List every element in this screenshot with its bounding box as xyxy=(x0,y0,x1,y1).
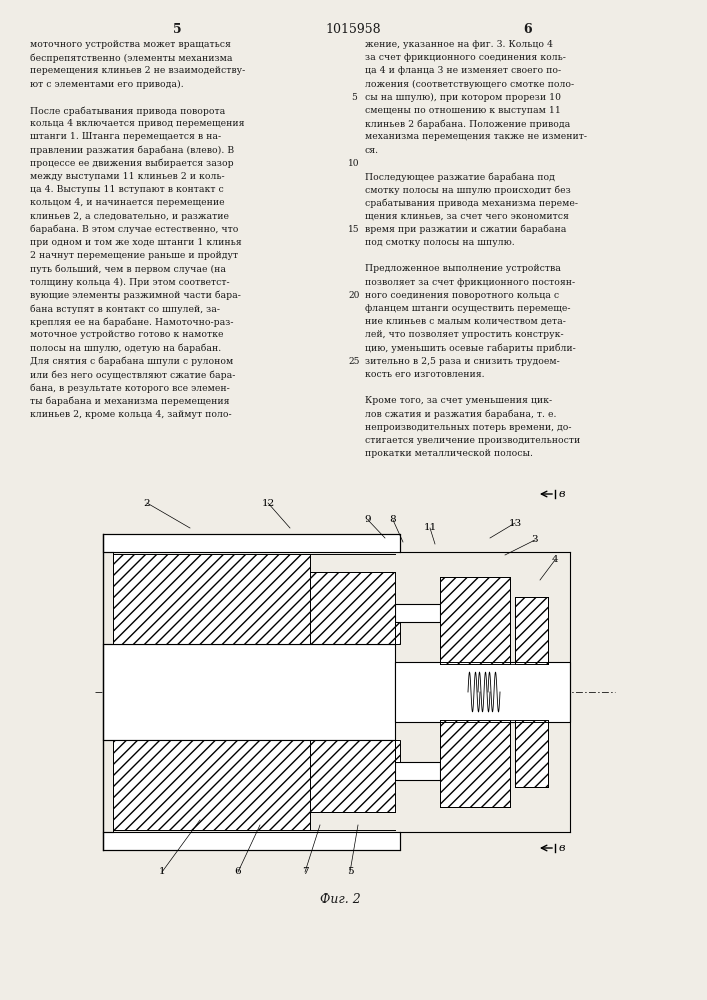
Polygon shape xyxy=(395,740,400,762)
Text: клиньев 2 барабана. Положение привода: клиньев 2 барабана. Положение привода xyxy=(365,119,571,129)
Polygon shape xyxy=(395,662,570,722)
Text: 4: 4 xyxy=(551,556,559,564)
Polygon shape xyxy=(515,597,548,664)
Text: 2: 2 xyxy=(144,498,151,508)
Polygon shape xyxy=(515,720,548,787)
Text: После срабатывания привода поворота: После срабатывания привода поворота xyxy=(30,106,226,115)
Text: правлении разжатия барабана (влево). В: правлении разжатия барабана (влево). В xyxy=(30,146,234,155)
Bar xyxy=(395,604,440,622)
Text: в: в xyxy=(559,489,566,499)
Text: лов сжатия и разжатия барабана, т. е.: лов сжатия и разжатия барабана, т. е. xyxy=(365,410,556,419)
Polygon shape xyxy=(440,720,510,807)
Text: беспрепятственно (элементы механизма: беспрепятственно (элементы механизма xyxy=(30,53,233,63)
Text: прокатки металлической полосы.: прокатки металлической полосы. xyxy=(365,449,533,458)
Text: кость его изготовления.: кость его изготовления. xyxy=(365,370,484,379)
Text: 6: 6 xyxy=(524,23,532,36)
Text: ние клиньев с малым количеством дета-: ние клиньев с малым количеством дета- xyxy=(365,317,566,326)
Text: перемещения клиньев 2 не взаимодейству-: перемещения клиньев 2 не взаимодейству- xyxy=(30,66,245,75)
Text: Последующее разжатие барабана под: Последующее разжатие барабана под xyxy=(365,172,555,182)
Text: барабана. В этом случае естественно, что: барабана. В этом случае естественно, что xyxy=(30,225,238,234)
Text: позволяет за счет фрикционного постоян-: позволяет за счет фрикционного постоян- xyxy=(365,278,575,287)
Text: 1: 1 xyxy=(158,867,165,876)
Text: Кроме того, за счет уменьшения цик-: Кроме того, за счет уменьшения цик- xyxy=(365,396,552,405)
Text: 2 начнут перемещение раньше и пройдут: 2 начнут перемещение раньше и пройдут xyxy=(30,251,238,260)
Text: 9: 9 xyxy=(365,516,371,524)
Text: полосы на шпулю, одетую на барабан.: полосы на шпулю, одетую на барабан. xyxy=(30,344,221,353)
Text: Предложенное выполнение устройства: Предложенное выполнение устройства xyxy=(365,264,561,273)
Text: ся.: ся. xyxy=(365,146,379,155)
Text: процессе ее движения выбирается зазор: процессе ее движения выбирается зазор xyxy=(30,159,233,168)
Text: моточного устройства может вращаться: моточного устройства может вращаться xyxy=(30,40,231,49)
Text: 3: 3 xyxy=(532,536,538,544)
Text: сы на шпулю), при котором прорези 10: сы на шпулю), при котором прорези 10 xyxy=(365,93,561,102)
Text: 6: 6 xyxy=(235,867,241,876)
Polygon shape xyxy=(310,740,395,812)
Text: 5: 5 xyxy=(346,867,354,876)
Text: кольца 4 включается привод перемещения: кольца 4 включается привод перемещения xyxy=(30,119,245,128)
Text: ного соединения поворотного кольца с: ного соединения поворотного кольца с xyxy=(365,291,559,300)
Text: ца 4 и фланца 3 не изменяет своего по-: ца 4 и фланца 3 не изменяет своего по- xyxy=(365,66,561,75)
Text: толщину кольца 4). При этом соответст-: толщину кольца 4). При этом соответст- xyxy=(30,278,230,287)
Text: 25: 25 xyxy=(349,357,360,366)
Polygon shape xyxy=(310,572,395,644)
Text: ложения (соответствующего смотке поло-: ложения (соответствующего смотке поло- xyxy=(365,80,574,89)
Text: ца 4. Выступы 11 вступают в контакт с: ца 4. Выступы 11 вступают в контакт с xyxy=(30,185,223,194)
Text: клиньев 2, кроме кольца 4, займут поло-: клиньев 2, кроме кольца 4, займут поло- xyxy=(30,410,232,419)
Text: 8: 8 xyxy=(390,516,397,524)
Text: срабатывания привода механизма переме-: срабатывания привода механизма переме- xyxy=(365,198,578,208)
Text: 15: 15 xyxy=(348,225,360,234)
Text: Фиг. 2: Фиг. 2 xyxy=(320,893,361,906)
Text: за счет фрикционного соединения коль-: за счет фрикционного соединения коль- xyxy=(365,53,566,62)
Text: 10: 10 xyxy=(349,159,360,168)
Polygon shape xyxy=(103,534,400,552)
Text: моточное устройство готово к намотке: моточное устройство готово к намотке xyxy=(30,330,223,339)
Polygon shape xyxy=(113,740,310,830)
Text: 11: 11 xyxy=(423,524,437,532)
Text: 20: 20 xyxy=(349,291,360,300)
Text: Для снятия с барабана шпули с рулоном: Для снятия с барабана шпули с рулоном xyxy=(30,357,233,366)
Text: 5: 5 xyxy=(173,23,181,36)
Text: лей, что позволяет упростить конструк-: лей, что позволяет упростить конструк- xyxy=(365,330,563,339)
Text: 1015958: 1015958 xyxy=(325,23,381,36)
Text: 7: 7 xyxy=(302,867,308,876)
Text: 12: 12 xyxy=(262,498,274,508)
Text: 13: 13 xyxy=(508,518,522,528)
Polygon shape xyxy=(113,554,310,644)
Text: механизма перемещения также не изменит-: механизма перемещения также не изменит- xyxy=(365,132,587,141)
Bar xyxy=(395,762,440,780)
Text: ют с элементами его привода).: ют с элементами его привода). xyxy=(30,80,184,89)
Text: фланцем штанги осуществить перемеще-: фланцем штанги осуществить перемеще- xyxy=(365,304,571,313)
Text: крепляя ее на барабане. Намоточно-раз-: крепляя ее на барабане. Намоточно-раз- xyxy=(30,317,233,327)
Text: бана, в результате которого все элемен-: бана, в результате которого все элемен- xyxy=(30,383,230,393)
Polygon shape xyxy=(440,577,510,664)
Text: стигается увеличение производительности: стигается увеличение производительности xyxy=(365,436,580,445)
Text: кольцом 4, и начинается перемещение: кольцом 4, и начинается перемещение xyxy=(30,198,225,207)
Text: ты барабана и механизма перемещения: ты барабана и механизма перемещения xyxy=(30,396,230,406)
Text: при одном и том же ходе штанги 1 клинья: при одном и том же ходе штанги 1 клинья xyxy=(30,238,242,247)
Text: клиньев 2, а следовательно, и разжатие: клиньев 2, а следовательно, и разжатие xyxy=(30,212,229,221)
Text: щения клиньев, за счет чего экономится: щения клиньев, за счет чего экономится xyxy=(365,212,569,221)
Text: в: в xyxy=(559,843,566,853)
Text: зительно в 2,5 раза и снизить трудоем-: зительно в 2,5 раза и снизить трудоем- xyxy=(365,357,560,366)
Text: или без него осуществляют сжатие бара-: или без него осуществляют сжатие бара- xyxy=(30,370,235,379)
Text: под смотку полосы на шпулю.: под смотку полосы на шпулю. xyxy=(365,238,515,247)
Text: смещены по отношению к выступам 11: смещены по отношению к выступам 11 xyxy=(365,106,561,115)
Polygon shape xyxy=(103,644,395,740)
Text: непроизводительных потерь времени, до-: непроизводительных потерь времени, до- xyxy=(365,423,571,432)
Text: бана вступят в контакт со шпулей, за-: бана вступят в контакт со шпулей, за- xyxy=(30,304,220,314)
Text: между выступами 11 клиньев 2 и коль-: между выступами 11 клиньев 2 и коль- xyxy=(30,172,225,181)
Polygon shape xyxy=(103,832,400,850)
Text: 5: 5 xyxy=(351,93,357,102)
Polygon shape xyxy=(395,622,400,644)
Text: жение, указанное на фиг. 3. Кольцо 4: жение, указанное на фиг. 3. Кольцо 4 xyxy=(365,40,553,49)
Text: цию, уменьшить осевые габариты прибли-: цию, уменьшить осевые габариты прибли- xyxy=(365,344,575,353)
Text: штанги 1. Штанга перемещается в на-: штанги 1. Штанга перемещается в на- xyxy=(30,132,221,141)
Text: путь больший, чем в первом случае (на: путь больший, чем в первом случае (на xyxy=(30,264,226,274)
Text: смотку полосы на шпулю происходит без: смотку полосы на шпулю происходит без xyxy=(365,185,571,195)
Text: вующие элементы разжимной части бара-: вующие элементы разжимной части бара- xyxy=(30,291,241,300)
Text: время при разжатии и сжатии барабана: время при разжатии и сжатии барабана xyxy=(365,225,566,234)
